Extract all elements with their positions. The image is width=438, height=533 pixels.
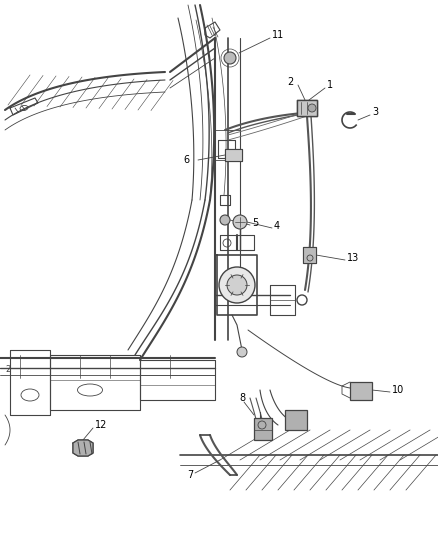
Text: 6: 6 <box>184 155 190 165</box>
Text: 11: 11 <box>272 30 284 40</box>
Bar <box>225 149 242 161</box>
Text: 7: 7 <box>187 470 193 480</box>
Bar <box>254 418 272 440</box>
Circle shape <box>220 215 230 225</box>
Text: 13: 13 <box>347 253 359 263</box>
Circle shape <box>227 275 247 295</box>
Circle shape <box>308 104 316 112</box>
Bar <box>297 100 317 116</box>
Text: 3: 3 <box>372 107 378 117</box>
Circle shape <box>224 52 236 64</box>
Text: 4: 4 <box>274 221 280 231</box>
Text: 8: 8 <box>239 393 245 403</box>
Text: 2: 2 <box>287 77 293 87</box>
Text: 10: 10 <box>392 385 404 395</box>
Polygon shape <box>73 440 93 456</box>
Bar <box>285 410 307 430</box>
Circle shape <box>233 215 247 229</box>
Circle shape <box>237 347 247 357</box>
Text: 12: 12 <box>95 420 107 430</box>
Circle shape <box>219 267 255 303</box>
Bar <box>303 247 316 263</box>
Text: 1: 1 <box>327 80 333 90</box>
Text: 5: 5 <box>252 218 258 228</box>
Bar <box>350 382 372 400</box>
Text: 2: 2 <box>5 365 10 374</box>
